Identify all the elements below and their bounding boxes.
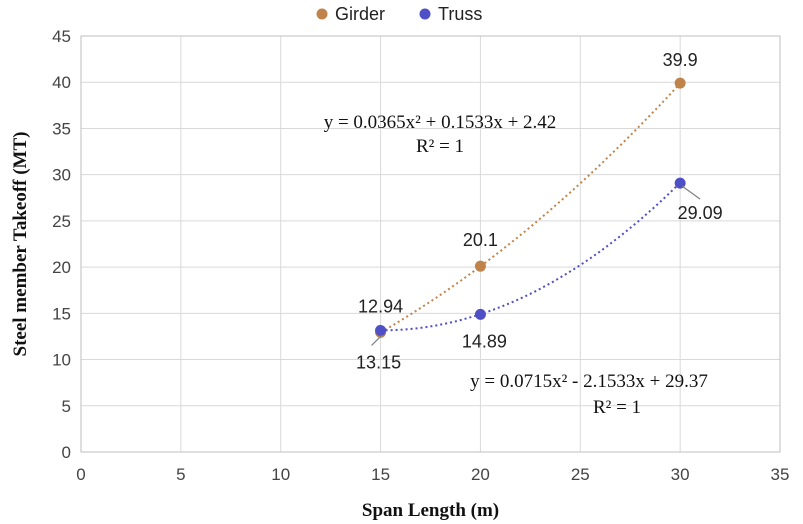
truss-trendline-equation: y = 0.0715x² - 2.1533x + 29.37 [470, 371, 708, 392]
data-point-girder [474, 260, 486, 272]
girder-trendline-equation: y = 0.0365x² + 0.1533x + 2.42 [324, 112, 557, 133]
data-label-girder: 20.1 [463, 230, 498, 250]
y-tick-label: 0 [62, 443, 71, 462]
label-leader-line [681, 185, 701, 200]
x-tick-label: 25 [571, 465, 590, 484]
data-label-truss: 14.89 [462, 331, 507, 351]
x-tick-label: 0 [76, 465, 85, 484]
y-tick-label: 25 [52, 212, 71, 231]
data-label-truss: 29.09 [678, 203, 723, 223]
x-tick-label: 20 [471, 465, 490, 484]
x-tick-label: 5 [176, 465, 185, 484]
legend-label-girder: Girder [335, 4, 385, 24]
x-tick-label: 10 [271, 465, 290, 484]
data-label-truss: 13.15 [356, 352, 401, 372]
legend-marker-truss [419, 8, 431, 20]
y-tick-label: 10 [52, 351, 71, 370]
truss-trendline-r-squared: R² = 1 [593, 397, 641, 418]
legend-marker-girder [316, 8, 328, 20]
data-point-girder [674, 77, 686, 89]
legend-label-truss: Truss [438, 4, 482, 24]
y-tick-label: 30 [52, 166, 71, 185]
legend: Girder Truss [316, 4, 482, 24]
x-tick-label: 15 [371, 465, 390, 484]
data-point-truss [674, 177, 686, 189]
girder-trendline-r-squared: R² = 1 [416, 136, 464, 157]
data-point-truss [375, 324, 387, 336]
label-leader-line [371, 335, 382, 346]
y-tick-label: 45 [52, 27, 71, 46]
data-label-layer: 12.94 20.1 39.9 13.15 14.89 29.09 [356, 50, 723, 372]
y-tick-label: 40 [52, 73, 71, 92]
plot-area-frame [80, 35, 781, 453]
trendline-truss [380, 182, 681, 332]
tick-label-layer: 0 5 10 15 20 25 30 35 0 5 10 15 20 25 30 35 40 45 [52, 27, 789, 484]
y-tick-label: 35 [52, 119, 71, 138]
x-tick-label: 30 [671, 465, 690, 484]
data-label-girder: 39.9 [663, 50, 698, 70]
y-tick-label: 5 [62, 397, 71, 416]
data-label-girder: 12.94 [358, 296, 403, 316]
x-axis-title: Span Length (m) [362, 500, 499, 521]
x-tick-label: 35 [771, 465, 790, 484]
y-tick-label: 15 [52, 304, 71, 323]
data-point-truss [474, 308, 486, 320]
y-tick-label: 20 [52, 258, 71, 277]
trendline-layer [380, 82, 681, 334]
y-axis-title: Steel member Takeoff (MT) [10, 132, 31, 357]
data-point-layer [375, 77, 686, 338]
